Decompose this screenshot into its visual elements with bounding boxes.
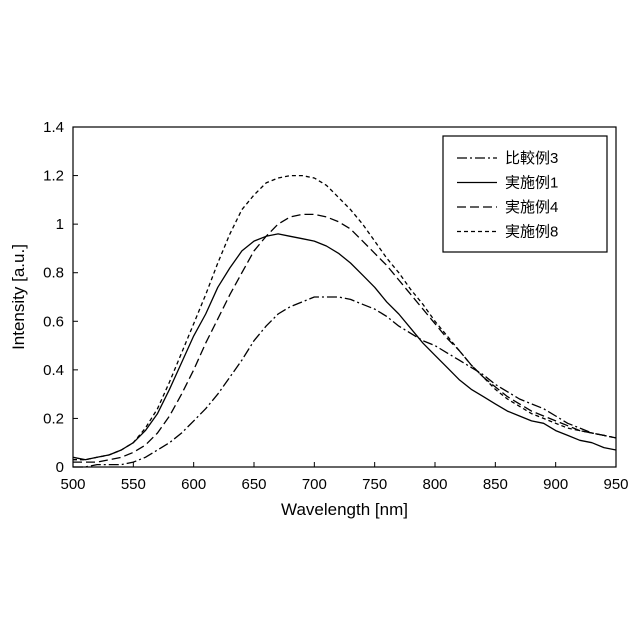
- y-tick-label: 0.4: [43, 362, 64, 379]
- series-line-1: [73, 297, 616, 467]
- x-tick-label: 850: [483, 476, 508, 493]
- y-axis-title: Intensity [a.u.]: [9, 244, 28, 350]
- x-tick-label: 600: [181, 476, 206, 493]
- x-tick-label: 900: [543, 476, 568, 493]
- legend-label-1: 比較例3: [505, 149, 558, 167]
- x-tick-label: 700: [302, 476, 327, 493]
- x-tick-label: 650: [241, 476, 266, 493]
- x-tick-label: 950: [603, 476, 628, 493]
- y-tick-label: 0.2: [43, 410, 64, 427]
- x-tick-label: 500: [60, 476, 85, 493]
- x-tick-label: 550: [121, 476, 146, 493]
- y-tick-label: 0.6: [43, 313, 64, 330]
- y-tick-label: 0.8: [43, 265, 64, 282]
- y-tick-label: 1.4: [43, 119, 64, 136]
- x-tick-label: 750: [362, 476, 387, 493]
- y-tick-label: 0: [56, 459, 64, 476]
- legend-label-4: 実施例8: [505, 224, 558, 241]
- series-line-2: [73, 234, 616, 460]
- x-axis-title: Wavelength [nm]: [281, 500, 408, 519]
- y-tick-label: 1: [56, 216, 64, 233]
- legend-label-2: 実施例1: [505, 175, 558, 192]
- y-tick-label: 1.2: [43, 168, 64, 185]
- legend-label-3: 実施例4: [505, 199, 558, 216]
- x-tick-label: 800: [422, 476, 447, 493]
- legend: 比較例3 実施例1 実施例4 実施例8: [443, 136, 607, 252]
